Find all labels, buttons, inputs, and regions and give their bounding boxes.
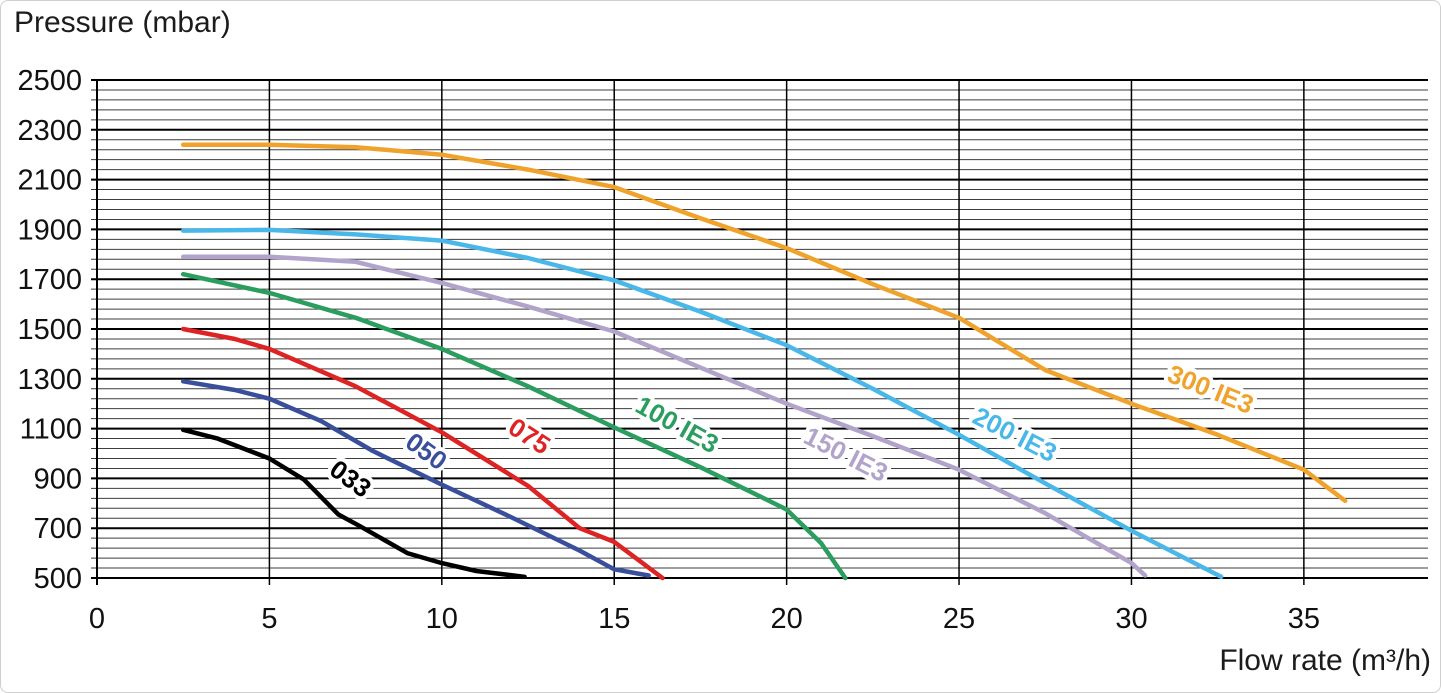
x-tick-label: 10 bbox=[426, 603, 458, 635]
curve-100-ie3 bbox=[180, 271, 848, 581]
curve-075 bbox=[180, 326, 665, 581]
curve-label-033: 033 bbox=[324, 454, 377, 504]
y-tick-label: 2500 bbox=[17, 65, 82, 97]
y-axis-title: Pressure (mbar) bbox=[14, 6, 231, 39]
y-tick-label: 900 bbox=[34, 463, 82, 495]
x-tick-label: 25 bbox=[943, 603, 975, 635]
x-tick-label: 0 bbox=[89, 603, 105, 635]
y-tick-label: 2100 bbox=[17, 165, 82, 197]
curve-300-ie3 bbox=[180, 142, 1348, 504]
curve-label-300-ie3: 300 IE3 bbox=[1164, 358, 1258, 419]
x-tick-label: 15 bbox=[598, 603, 630, 635]
x-tick-label: 35 bbox=[1288, 603, 1320, 635]
x-tick-label: 5 bbox=[261, 603, 277, 635]
y-tick-label: 500 bbox=[34, 563, 82, 595]
y-tick-label: 1700 bbox=[17, 264, 82, 296]
x-tick-label: 20 bbox=[771, 603, 803, 635]
curve-label-200-ie3: 200 IE3 bbox=[968, 401, 1061, 468]
y-tick-label: 1100 bbox=[20, 414, 82, 446]
curve-050 bbox=[180, 379, 651, 578]
curve-033 bbox=[180, 427, 527, 580]
y-tick-label: 2300 bbox=[17, 115, 82, 147]
y-tick-label: 1300 bbox=[17, 364, 82, 396]
x-axis-title: Flow rate (m³/h) bbox=[1219, 644, 1431, 677]
curve-150-ie3 bbox=[180, 254, 1148, 578]
x-tick-label: 30 bbox=[1115, 603, 1147, 635]
y-tick-label: 1500 bbox=[17, 314, 82, 346]
curve-200-ie3 bbox=[180, 227, 1224, 580]
y-tick-label: 1900 bbox=[17, 214, 82, 246]
y-tick-label: 700 bbox=[34, 513, 82, 545]
